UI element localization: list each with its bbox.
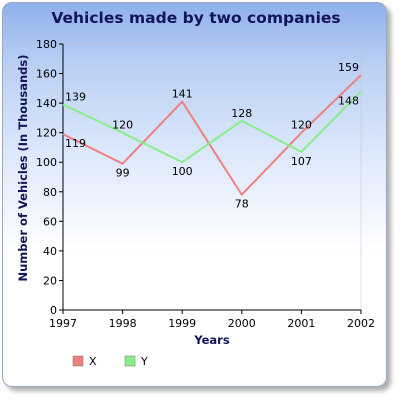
data-label: 120	[112, 119, 133, 132]
data-label: 100	[172, 165, 193, 178]
plot-area: 0 20 40 60 80 100 120 140 160 180 1997 1998 1999 200…	[36, 38, 375, 330]
data-label: 128	[231, 107, 252, 120]
data-label: 107	[291, 155, 312, 168]
x-axis-title: Years	[193, 333, 230, 347]
y-tick-label: 80	[43, 186, 57, 199]
legend-label-x: X	[89, 355, 97, 368]
y-tick-label: 40	[43, 245, 57, 258]
data-label: 159	[338, 61, 359, 74]
data-label: 78	[235, 198, 249, 211]
data-labels: 119 99 141 78 120 159 139 120 100 128 107 148	[65, 61, 359, 211]
y-tick-label: 120	[36, 127, 57, 140]
plot-background	[62, 43, 362, 311]
chart-card: Vehicles made by two companies 0 20 40 60 80…	[2, 2, 387, 387]
legend-swatch-x	[72, 355, 84, 367]
x-axis-ticks: 1997 1998 1999 2000 2001 2002	[49, 310, 375, 330]
data-label: 99	[116, 167, 130, 180]
data-label: 141	[172, 88, 193, 101]
x-tick-label: 1997	[49, 317, 77, 330]
data-label: 148	[338, 94, 359, 107]
x-tick-label: 2002	[347, 317, 375, 330]
series-lines	[62, 74, 362, 196]
y-tick-label: 20	[43, 274, 57, 287]
line-chart: Vehicles made by two companies 0 20 40 60 80…	[16, 9, 375, 368]
legend-swatch-y	[124, 355, 136, 367]
data-label: 139	[65, 91, 86, 104]
x-tick-label: 1999	[168, 317, 196, 330]
y-tick-label: 0	[50, 304, 57, 317]
series-line-x	[62, 74, 362, 196]
y-tick-label: 100	[36, 156, 57, 169]
y-tick-label: 180	[36, 38, 57, 51]
y-tick-label: 140	[36, 97, 57, 110]
y-axis-ticks: 0 20 40 60 80 100 120 140 160 180	[36, 38, 63, 317]
y-tick-label: 60	[43, 215, 57, 228]
series-line-y	[62, 90, 362, 164]
y-axis-title: Number of Vehicles (In Thousands)	[16, 55, 30, 282]
y-tick-label: 160	[36, 68, 57, 81]
x-tick-label: 1998	[109, 317, 137, 330]
data-label: 119	[65, 137, 86, 150]
data-label: 120	[291, 119, 312, 132]
x-tick-label: 2000	[228, 317, 256, 330]
chart-title: Vehicles made by two companies	[51, 9, 340, 27]
x-tick-label: 2001	[287, 317, 315, 330]
legend-label-y: Y	[140, 355, 148, 368]
